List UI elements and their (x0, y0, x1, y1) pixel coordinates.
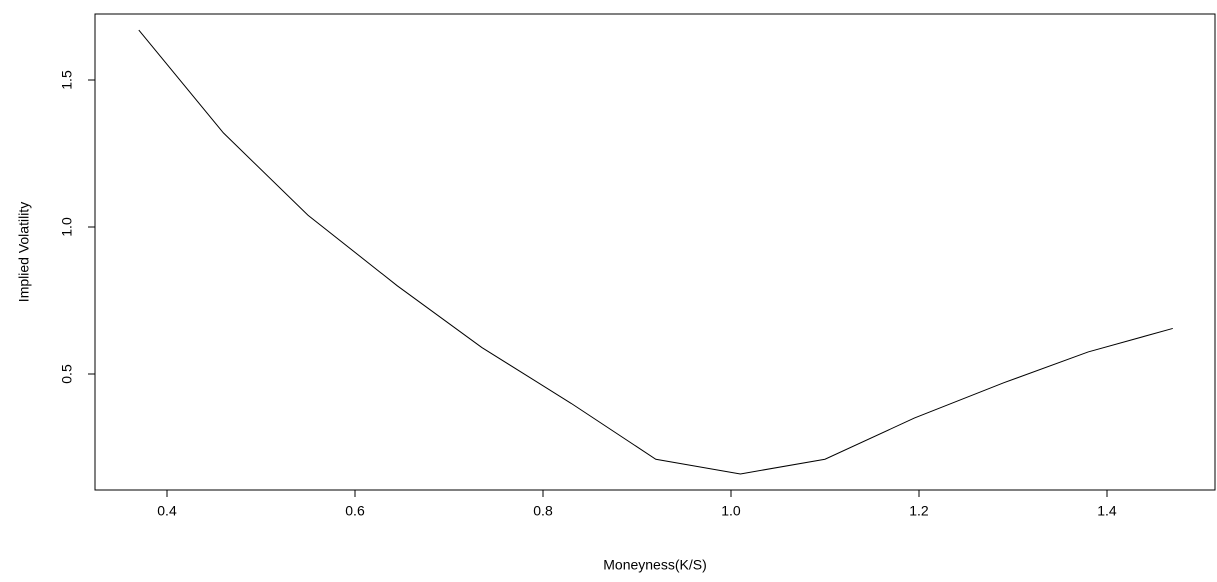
x-tick-label: 0.4 (157, 503, 177, 519)
y-tick-label: 0.5 (59, 364, 75, 384)
y-tick-label: 1.0 (59, 217, 75, 237)
x-axis-label: Moneyness(K/S) (603, 557, 706, 573)
line-series (138, 29, 1173, 475)
y-axis-label: Implied Volatility (16, 202, 32, 302)
x-tick-label: 1.4 (1097, 503, 1117, 519)
x-tick-label: 0.8 (533, 503, 553, 519)
x-tick-label: 1.2 (909, 503, 929, 519)
plot-box (94, 13, 1216, 491)
y-tick-label: 1.5 (59, 70, 75, 90)
x-tick-label: 1.0 (721, 503, 741, 519)
x-tick-label: 0.6 (345, 503, 365, 519)
